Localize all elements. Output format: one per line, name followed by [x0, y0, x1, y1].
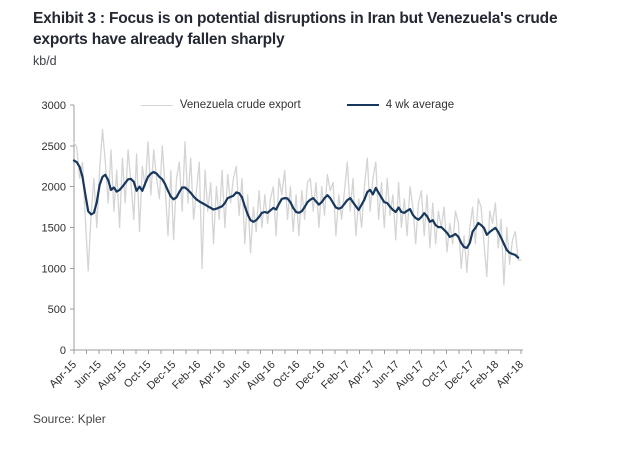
legend-label-venezuela: Venezuela crude export	[179, 99, 301, 111]
series-venezuela-crude-export-line	[73, 128, 522, 286]
y-axis-tick-label: 0	[60, 345, 66, 357]
x-axis-tick-label: Feb-18	[468, 359, 501, 392]
legend-item-4wk-average: 4 wk average	[346, 99, 455, 111]
legend-item-venezuela-crude-export: Venezuela crude export	[140, 99, 301, 111]
y-axis-tick-label: 2500	[42, 141, 66, 153]
legend-line-swatch-venezuela	[140, 104, 173, 106]
chart-legend: Venezuela crude export 4 wk average	[74, 99, 521, 111]
y-axis-units-label: kb/d	[33, 54, 57, 68]
legend-line-swatch-4wk	[346, 104, 379, 106]
source-attribution: Source: Kpler	[33, 412, 106, 426]
y-axis-tick-label: 1500	[42, 223, 66, 235]
x-axis-tick-label: Apr-18	[494, 359, 526, 391]
series-4wk-average-line	[72, 159, 520, 259]
x-axis-tick-label: Feb-17	[319, 359, 352, 392]
y-axis-tick-label: 3000	[42, 100, 66, 112]
y-axis-tick-label: 2000	[42, 182, 66, 194]
x-axis-tick-label: Feb-16	[170, 359, 203, 392]
y-axis-tick-label: 1000	[42, 263, 66, 275]
exhibit-title: Exhibit 3 : Focus is on potential disrup…	[33, 8, 608, 50]
exhibit-title-line1: Exhibit 3 : Focus is on potential disrup…	[33, 10, 558, 27]
exhibit-title-line2: exports have already fallen sharply	[33, 31, 285, 48]
y-axis-tick-label: 500	[48, 304, 66, 316]
legend-label-4wk: 4 wk average	[385, 99, 455, 111]
